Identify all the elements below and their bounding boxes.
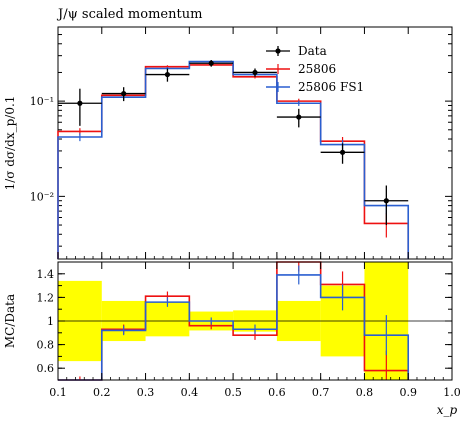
x-tick-label: 0.4 [181, 386, 199, 399]
ratio-tick-label: 0.8 [37, 339, 55, 352]
data-point [121, 90, 127, 97]
x-tick-label: 0.7 [312, 386, 330, 399]
ratio-tick-label: 0.6 [37, 362, 55, 375]
x-tick-label: 0.2 [93, 386, 111, 399]
data-points [58, 60, 409, 226]
x-tick-label: 0.3 [137, 386, 155, 399]
x-tick-label: 0.1 [49, 386, 67, 399]
ratio-plot-frame [57, 261, 453, 381]
ratio-y-axis-ticks: 0.6 0.8 1 1.2 1.4 [37, 261, 452, 381]
ratio-histograms [58, 261, 410, 381]
ratio-y-axis-label: MC/Data [3, 294, 17, 348]
ratio-tick-label: 1.2 [37, 291, 55, 304]
y-tick-label: 10⁻¹ [30, 95, 54, 108]
data-point [296, 114, 302, 120]
data-point [77, 100, 83, 106]
x-axis-label: x_p [437, 403, 458, 417]
main-y-axis-ticks: 10⁻¹ 10⁻² [30, 34, 452, 247]
data-point [339, 149, 346, 155]
data-point [383, 198, 389, 204]
data-point [164, 71, 171, 78]
ratio-tick-label: 1.4 [37, 268, 55, 281]
legend-marker-point [275, 48, 281, 54]
x-tick-label: 1.0 [443, 386, 461, 399]
y-tick-label: 10⁻² [30, 190, 54, 203]
legend-label: Data [298, 44, 327, 58]
x-tick-label: 0.5 [224, 386, 242, 399]
ratio-panel: 0.6 0.8 1 1.2 1.4 MC/Data [3, 261, 453, 381]
hist-25806-fs1 [57, 60, 410, 259]
x-tick-label: 0.6 [268, 386, 286, 399]
legend-label: 25806 [298, 62, 336, 76]
x-axis: 0.1 0.2 0.3 0.4 0.5 0.6 0.7 0.8 0.9 1.0 [49, 27, 461, 399]
x-tick-label: 0.8 [356, 386, 374, 399]
band-segment [145, 302, 190, 337]
legend: Data 25806 25806 FS1 [266, 44, 364, 94]
x-tick-label: 0.9 [399, 386, 417, 399]
data-point [208, 60, 214, 66]
legend-label: 25806 FS1 [298, 80, 364, 94]
data-point [252, 69, 258, 76]
ratio-tick-label: 1 [47, 315, 54, 328]
ratio-hist-25806-fs1 [58, 274, 410, 381]
plot-title: J/ψ scaled momentum [56, 7, 202, 22]
main-y-axis-label: 1/σ dσ/dx_p/0.1 [3, 96, 17, 191]
main-panel: 10⁻¹ 10⁻² 1/σ dσ/dx_p/0.1 [3, 26, 453, 260]
